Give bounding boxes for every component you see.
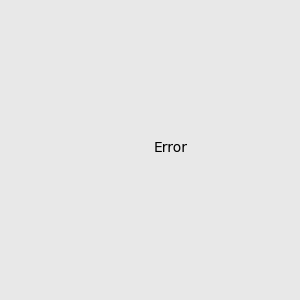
Text: Error: Error — [154, 140, 188, 154]
